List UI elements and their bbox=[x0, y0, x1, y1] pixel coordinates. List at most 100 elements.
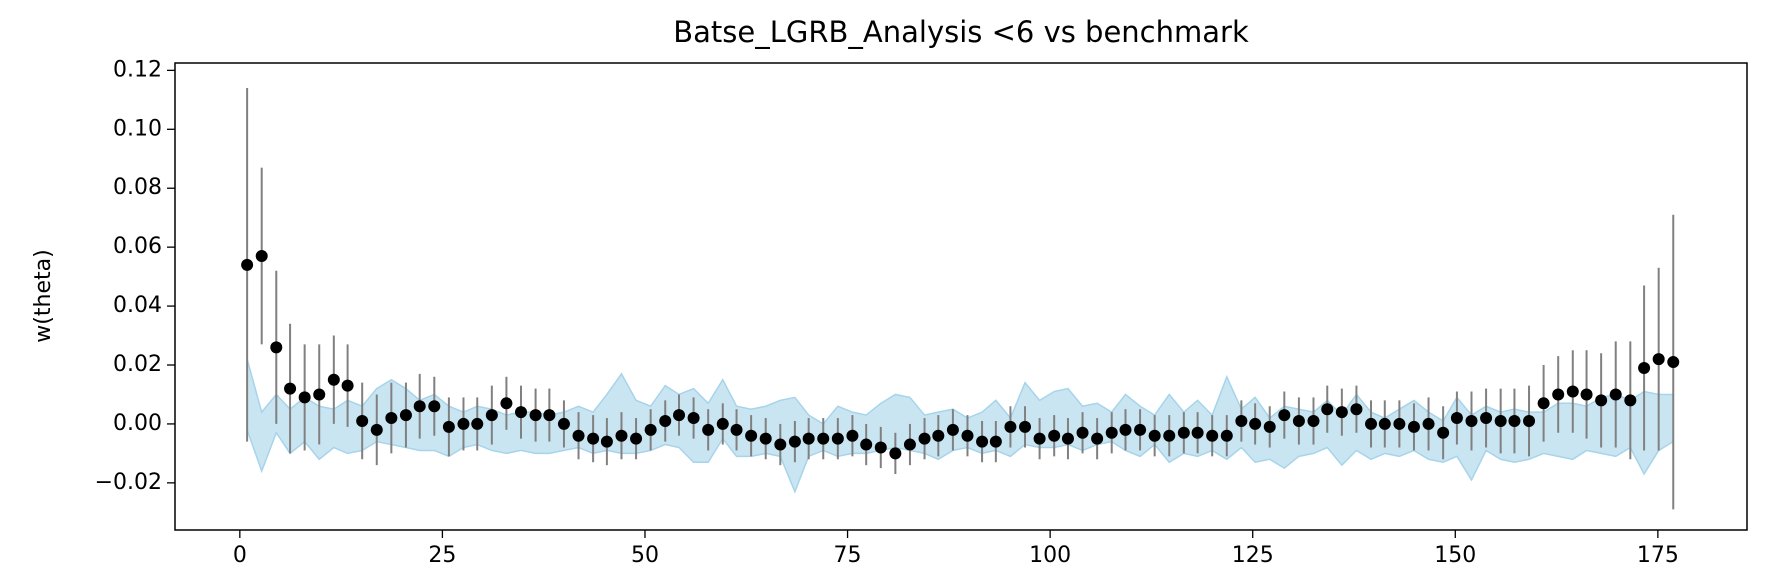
data-point bbox=[630, 432, 643, 445]
data-point bbox=[587, 432, 600, 445]
data-point bbox=[989, 435, 1002, 448]
data-point bbox=[313, 388, 326, 401]
x-tick-label: 100 bbox=[1029, 543, 1071, 568]
data-point bbox=[1393, 417, 1406, 430]
data-point bbox=[255, 249, 268, 262]
data-point bbox=[702, 423, 715, 436]
data-point bbox=[471, 417, 484, 430]
data-point bbox=[644, 423, 657, 436]
data-point bbox=[399, 409, 412, 422]
data-point bbox=[1004, 420, 1017, 433]
data-point bbox=[730, 423, 743, 436]
data-point bbox=[341, 379, 354, 392]
data-point bbox=[1552, 388, 1565, 401]
data-point bbox=[903, 438, 916, 451]
y-axis-label: w(theta) bbox=[31, 249, 56, 342]
data-point bbox=[356, 414, 369, 427]
data-point bbox=[1235, 414, 1248, 427]
data-point bbox=[1494, 414, 1507, 427]
data-point bbox=[572, 429, 585, 442]
data-point bbox=[413, 400, 426, 413]
data-point bbox=[788, 435, 801, 448]
x-tick-label: 0 bbox=[233, 543, 247, 568]
y-tick-label: 0.12 bbox=[113, 57, 162, 82]
data-point bbox=[1119, 423, 1132, 436]
data-point bbox=[831, 432, 844, 445]
data-point bbox=[1148, 429, 1161, 442]
data-point bbox=[1307, 414, 1320, 427]
data-point bbox=[687, 412, 700, 425]
y-tick-label: 0.04 bbox=[113, 293, 162, 318]
data-point bbox=[1365, 417, 1378, 430]
data-point bbox=[515, 406, 528, 419]
x-tick-label: 150 bbox=[1434, 543, 1476, 568]
data-point bbox=[457, 417, 470, 430]
data-point bbox=[298, 391, 311, 404]
data-point bbox=[1019, 420, 1032, 433]
data-point bbox=[529, 409, 542, 422]
data-point bbox=[976, 435, 989, 448]
y-tick-label: 0.00 bbox=[113, 411, 162, 436]
data-point bbox=[1407, 420, 1420, 433]
data-point bbox=[817, 432, 830, 445]
data-point bbox=[428, 400, 441, 413]
data-point bbox=[1609, 388, 1622, 401]
data-point bbox=[716, 417, 729, 430]
x-tick-label: 50 bbox=[631, 543, 659, 568]
data-point bbox=[270, 341, 283, 354]
data-point bbox=[385, 412, 398, 425]
data-point bbox=[557, 417, 570, 430]
data-point bbox=[860, 438, 873, 451]
data-point bbox=[1335, 406, 1348, 419]
data-point bbox=[673, 409, 686, 422]
data-point bbox=[946, 423, 959, 436]
data-point bbox=[1163, 429, 1176, 442]
data-point bbox=[774, 438, 787, 451]
data-point bbox=[659, 414, 672, 427]
data-point bbox=[615, 429, 628, 442]
data-point bbox=[370, 423, 383, 436]
data-point bbox=[327, 373, 340, 386]
data-point bbox=[918, 432, 931, 445]
y-tick-label: 0.02 bbox=[113, 352, 162, 377]
plot-frame bbox=[174, 62, 1748, 531]
data-point bbox=[1061, 432, 1074, 445]
data-point bbox=[961, 429, 974, 442]
data-point bbox=[1220, 429, 1233, 442]
data-point bbox=[1378, 417, 1391, 430]
data-point bbox=[485, 409, 498, 422]
data-point bbox=[1191, 426, 1204, 439]
data-point bbox=[1422, 417, 1435, 430]
data-point bbox=[1580, 388, 1593, 401]
data-point bbox=[1350, 403, 1363, 416]
x-tick-label: 125 bbox=[1232, 543, 1274, 568]
data-point bbox=[846, 429, 859, 442]
data-point bbox=[1278, 409, 1291, 422]
chart-title: Batse_LGRB_Analysis <6 vs benchmark bbox=[673, 15, 1249, 49]
data-point bbox=[1263, 420, 1276, 433]
data-point bbox=[1667, 356, 1680, 369]
data-point bbox=[1638, 361, 1651, 374]
y-tick-label: −0.02 bbox=[95, 470, 162, 495]
data-point bbox=[1595, 394, 1608, 407]
y-tick-label: 0.08 bbox=[113, 175, 162, 200]
data-point bbox=[1292, 414, 1305, 427]
data-point bbox=[802, 432, 815, 445]
data-point bbox=[745, 429, 758, 442]
data-point bbox=[543, 409, 556, 422]
data-point bbox=[1508, 414, 1521, 427]
data-point bbox=[1450, 412, 1463, 425]
data-point bbox=[1091, 432, 1104, 445]
data-point bbox=[1321, 403, 1334, 416]
data-point bbox=[600, 435, 613, 448]
y-tick-label: 0.10 bbox=[113, 116, 162, 141]
data-point bbox=[1105, 426, 1118, 439]
data-point bbox=[1652, 353, 1665, 366]
data-point bbox=[932, 429, 945, 442]
data-point bbox=[284, 382, 297, 395]
data-point bbox=[874, 441, 887, 454]
data-point bbox=[1437, 426, 1450, 439]
data-point bbox=[1566, 385, 1579, 398]
data-point bbox=[1624, 394, 1637, 407]
